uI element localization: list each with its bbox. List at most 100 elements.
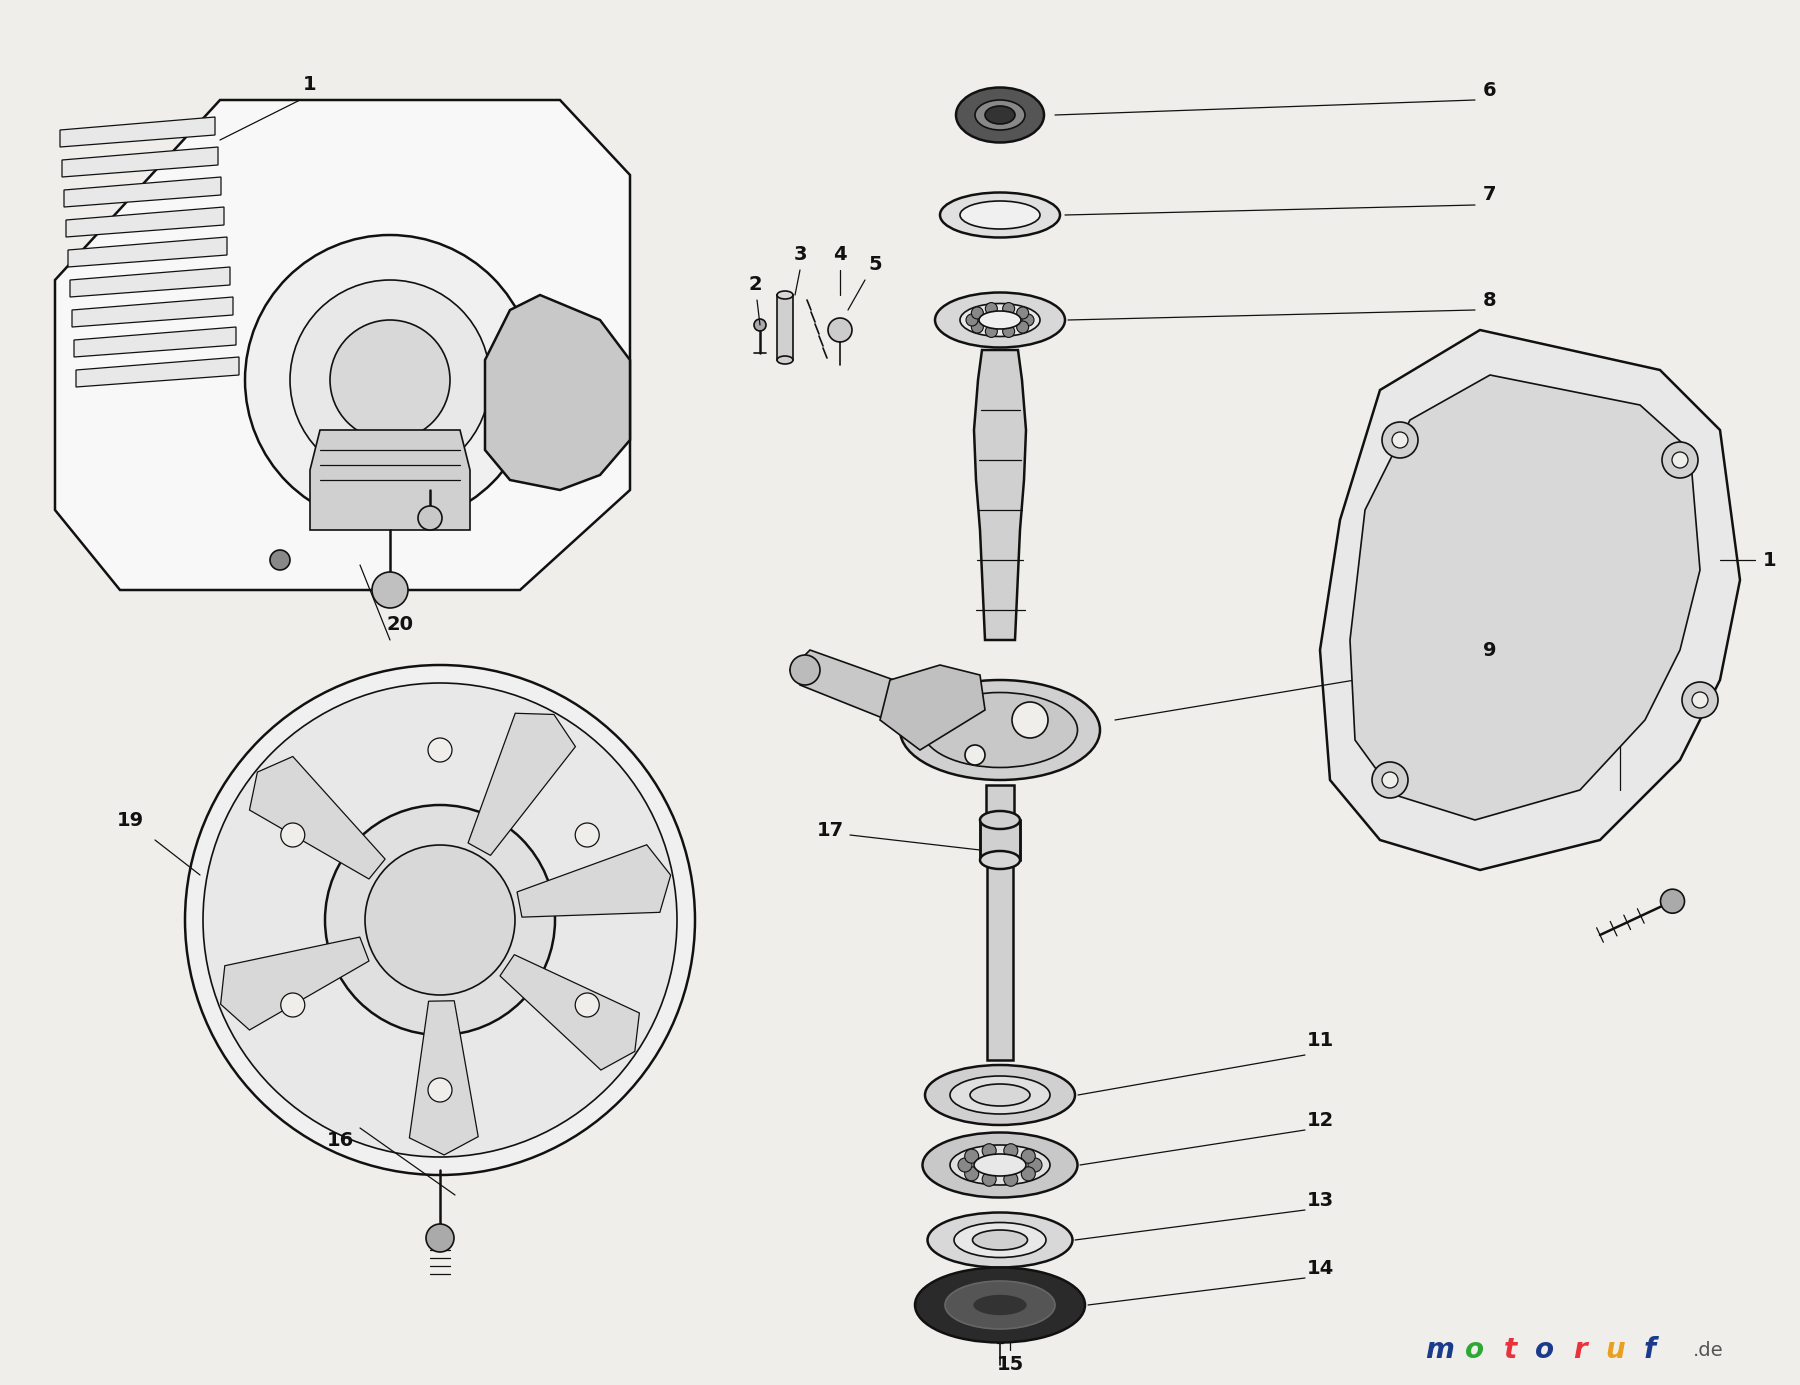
Polygon shape — [76, 357, 239, 386]
Polygon shape — [59, 116, 214, 147]
Ellipse shape — [972, 1230, 1028, 1251]
Circle shape — [428, 1078, 452, 1102]
Circle shape — [1672, 452, 1688, 468]
FancyBboxPatch shape — [778, 295, 794, 360]
Polygon shape — [484, 295, 630, 490]
Circle shape — [1391, 432, 1408, 447]
Ellipse shape — [979, 812, 1021, 830]
Polygon shape — [880, 665, 985, 751]
Ellipse shape — [934, 292, 1066, 348]
Text: o: o — [1535, 1337, 1555, 1364]
Circle shape — [1681, 681, 1717, 717]
Ellipse shape — [925, 1065, 1075, 1125]
Polygon shape — [1319, 330, 1741, 870]
Text: t: t — [1503, 1337, 1517, 1364]
Circle shape — [373, 572, 409, 608]
Circle shape — [203, 683, 677, 1156]
Circle shape — [983, 1144, 995, 1158]
Text: 17: 17 — [817, 820, 844, 839]
Ellipse shape — [954, 1223, 1046, 1258]
Text: r: r — [1573, 1337, 1588, 1364]
Polygon shape — [61, 147, 218, 177]
Circle shape — [576, 993, 599, 1017]
Circle shape — [1021, 1150, 1035, 1163]
Ellipse shape — [950, 1076, 1049, 1114]
Ellipse shape — [900, 680, 1100, 780]
Ellipse shape — [950, 1145, 1049, 1186]
Circle shape — [754, 319, 767, 331]
Circle shape — [985, 325, 997, 338]
Circle shape — [1004, 1172, 1017, 1187]
Circle shape — [965, 1166, 979, 1181]
Circle shape — [967, 314, 977, 325]
Circle shape — [270, 550, 290, 571]
Circle shape — [790, 655, 821, 686]
Polygon shape — [250, 756, 385, 879]
Circle shape — [1692, 692, 1708, 708]
Polygon shape — [790, 650, 950, 735]
Ellipse shape — [914, 1267, 1085, 1342]
Circle shape — [1003, 302, 1015, 314]
Text: 1: 1 — [1764, 550, 1777, 569]
Polygon shape — [74, 327, 236, 357]
Circle shape — [1028, 1158, 1042, 1172]
Text: u: u — [1606, 1337, 1625, 1364]
Text: f: f — [1643, 1337, 1656, 1364]
Circle shape — [427, 1224, 454, 1252]
Circle shape — [1022, 314, 1033, 325]
Text: 6: 6 — [1483, 80, 1498, 100]
Polygon shape — [56, 100, 630, 590]
Circle shape — [1003, 325, 1015, 338]
Circle shape — [365, 845, 515, 994]
Polygon shape — [72, 296, 232, 327]
Ellipse shape — [922, 692, 1078, 767]
Text: m: m — [1426, 1337, 1454, 1364]
Circle shape — [290, 280, 490, 481]
Circle shape — [972, 307, 983, 319]
Circle shape — [985, 302, 997, 314]
Ellipse shape — [778, 291, 794, 299]
FancyBboxPatch shape — [979, 820, 1021, 860]
Polygon shape — [986, 785, 1013, 820]
Polygon shape — [468, 713, 576, 856]
Circle shape — [428, 738, 452, 762]
Text: .de: .de — [1694, 1341, 1724, 1360]
Text: 14: 14 — [1307, 1259, 1334, 1277]
Circle shape — [281, 993, 304, 1017]
Ellipse shape — [959, 201, 1040, 229]
Polygon shape — [65, 177, 221, 206]
Ellipse shape — [956, 87, 1044, 143]
Polygon shape — [986, 860, 1013, 1060]
Ellipse shape — [959, 303, 1040, 337]
Circle shape — [828, 319, 851, 342]
Text: 2: 2 — [749, 276, 761, 295]
Circle shape — [281, 823, 304, 848]
Circle shape — [958, 1158, 972, 1172]
Circle shape — [1661, 889, 1685, 913]
Polygon shape — [1350, 375, 1699, 820]
Text: o: o — [1465, 1337, 1485, 1364]
Polygon shape — [500, 954, 639, 1071]
Ellipse shape — [979, 850, 1021, 868]
Text: 16: 16 — [326, 1130, 353, 1150]
Ellipse shape — [970, 1084, 1030, 1107]
Circle shape — [972, 321, 983, 332]
Ellipse shape — [945, 1281, 1055, 1330]
Ellipse shape — [927, 1212, 1073, 1267]
Text: 3: 3 — [794, 245, 806, 265]
Circle shape — [1017, 307, 1028, 319]
Ellipse shape — [985, 107, 1015, 125]
Circle shape — [1661, 442, 1697, 478]
Circle shape — [1382, 422, 1418, 458]
Circle shape — [245, 235, 535, 525]
Circle shape — [983, 1172, 995, 1187]
Circle shape — [1382, 771, 1399, 788]
Text: 9: 9 — [1483, 640, 1498, 659]
Polygon shape — [310, 429, 470, 530]
Circle shape — [185, 665, 695, 1174]
Polygon shape — [67, 206, 223, 237]
Text: 19: 19 — [117, 810, 144, 830]
Text: 1: 1 — [302, 76, 317, 94]
Circle shape — [326, 805, 554, 1035]
Circle shape — [965, 1150, 979, 1163]
